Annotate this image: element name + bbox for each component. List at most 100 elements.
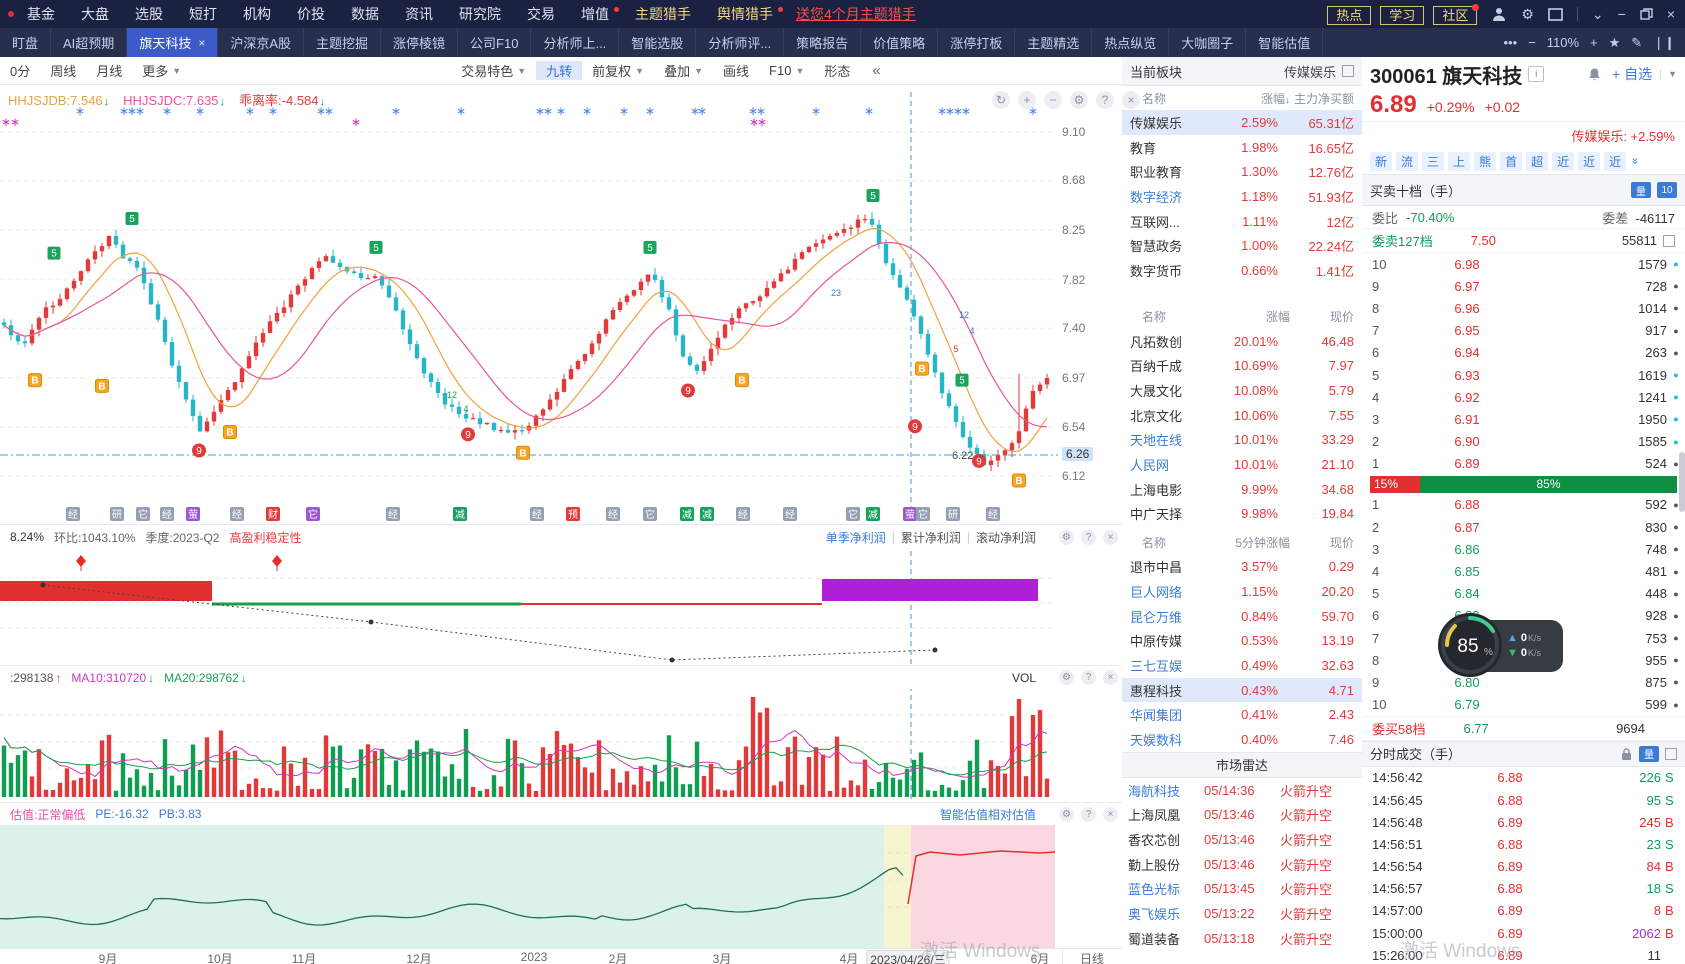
menu-item-价投[interactable]: 价投	[297, 6, 325, 22]
sector-row[interactable]: 惠程科技 0.43% 4.71	[1122, 677, 1362, 703]
tab-主题挖掘[interactable]: 主题挖掘	[304, 28, 382, 57]
refresh-icon[interactable]: ↻	[992, 91, 1010, 109]
gear-icon[interactable]: ⚙	[1059, 806, 1074, 822]
menu-item-增值[interactable]: 增值	[568, 6, 622, 22]
toolbar-F10[interactable]: F10 ▼	[769, 63, 805, 78]
tab-价值策略[interactable]: 价值策略	[861, 28, 939, 57]
sector-row[interactable]: 大晟文化 10.08% 5.79	[1122, 378, 1362, 403]
layout-icon[interactable]: ❘❙	[1653, 34, 1675, 50]
menu-item-大盘[interactable]: 大盘	[81, 6, 109, 22]
expand-icon[interactable]	[1665, 747, 1677, 760]
volume-toggle-icon[interactable]: 量	[1631, 182, 1651, 198]
menu-box-社区[interactable]: 社区	[1433, 3, 1480, 25]
col-pct[interactable]: 涨幅↓	[1260, 91, 1290, 106]
restore-button[interactable]	[1640, 8, 1653, 20]
tab-涨停棱镜[interactable]: 涨停棱镜	[381, 28, 459, 57]
toolbar-形态[interactable]: 形态	[824, 64, 851, 79]
menu-item-基金[interactable]: 基金	[27, 6, 55, 22]
sector-row[interactable]: 华闻集团 0.41% 2.43	[1122, 702, 1362, 727]
sector-row[interactable]: 数字货币 0.66% 1.41亿	[1122, 258, 1362, 283]
stock-tag[interactable]: 超	[1526, 151, 1549, 171]
sector-row[interactable]: 天地在线 10.01% 33.29	[1122, 428, 1362, 453]
menu-item-舆情猎手[interactable]: 舆情猎手	[704, 6, 786, 22]
stock-tag[interactable]: 近	[1604, 151, 1627, 171]
radar-row[interactable]: 香农芯创 05/13:46 火箭升空	[1122, 827, 1362, 852]
ask-row[interactable]: 2 6.90 1585 ●	[1362, 431, 1685, 453]
menu-box-学习[interactable]: 学习	[1380, 5, 1425, 25]
menu-item-交易[interactable]: 交易	[527, 6, 555, 22]
tab-热点纵览[interactable]: 热点纵览	[1092, 28, 1170, 57]
chevron-down-icon[interactable]: ⌄	[1591, 5, 1604, 22]
sector-row[interactable]: 上海电影 9.99% 34.68	[1122, 477, 1362, 502]
info-icon[interactable]: i	[1528, 66, 1545, 82]
favorite-icon[interactable]: ★	[1608, 34, 1621, 50]
edit-icon[interactable]: ✎	[1631, 34, 1643, 50]
more-tags-icon[interactable]: »	[1628, 157, 1643, 165]
tab-AI超预期[interactable]: AI超预期	[51, 28, 128, 57]
tab-智能选股[interactable]: 智能选股	[619, 28, 697, 57]
ask-row[interactable]: 10 6.98 1579 ●	[1362, 253, 1685, 275]
col-pct[interactable]: 涨幅	[1265, 310, 1290, 325]
expand-icon[interactable]	[1342, 65, 1354, 77]
bid-row[interactable]: 3 6.86 748 ●	[1362, 538, 1685, 560]
sector-row[interactable]: 智慧政务 1.00% 22.24亿	[1122, 233, 1362, 258]
menu-box-热点[interactable]: 热点	[1327, 5, 1372, 25]
sector-row[interactable]: 数字经济 1.18% 51.93亿	[1122, 184, 1362, 209]
settings-gear-icon[interactable]: ⚙	[1521, 5, 1534, 22]
collapse-icon[interactable]: «	[872, 62, 881, 79]
sector-row[interactable]: 北京文化 10.06% 7.55	[1122, 403, 1362, 428]
help-icon[interactable]: ?	[1081, 670, 1096, 685]
scrollbar-thumb[interactable]	[1679, 452, 1685, 512]
app-window-icon[interactable]	[1548, 7, 1563, 21]
toolbar-0分[interactable]: 0分	[10, 64, 31, 79]
tab-旗天科技[interactable]: 旗天科技 ×	[127, 28, 219, 57]
ten-level-icon[interactable]: 10	[1657, 182, 1677, 198]
radar-row[interactable]: 海航科技 05/14:36 火箭升空	[1122, 778, 1362, 803]
gear-icon[interactable]: ⚙	[1059, 529, 1074, 545]
ask-row[interactable]: 7 6.95 917 ●	[1362, 320, 1685, 342]
toolbar-更多[interactable]: 更多 ▼	[142, 64, 182, 79]
radar-row[interactable]: 蜀道装备 05/13:18 火箭升空	[1122, 926, 1362, 951]
close-icon[interactable]: ×	[1103, 670, 1118, 685]
add-watchlist-button[interactable]: + 自选	[1612, 66, 1653, 82]
tab-累计净利润[interactable]: 累计净利润	[900, 530, 961, 545]
tab-策略报告[interactable]: 策略报告	[784, 28, 862, 57]
more-tabs-icon[interactable]: •••	[1503, 35, 1518, 50]
toolbar-九转[interactable]: 九转	[536, 61, 583, 80]
minimize-button[interactable]: −	[1617, 6, 1626, 22]
sector-row[interactable]: 中广天择 9.98% 19.84	[1122, 502, 1362, 527]
radar-row[interactable]: 上海凤凰 05/13:46 火箭升空	[1122, 803, 1362, 828]
tab-主题精选[interactable]: 主题精选	[1015, 28, 1093, 57]
sector-row[interactable]: 互联网... 1.11% 12亿	[1122, 209, 1362, 234]
sector-row[interactable]: 百纳千成 10.69% 7.97	[1122, 354, 1362, 379]
help-icon[interactable]: ?	[1081, 806, 1096, 822]
close-icon[interactable]: ×	[1103, 529, 1118, 545]
menu-item-资讯[interactable]: 资讯	[405, 6, 433, 22]
close-icon[interactable]: ×	[1103, 806, 1118, 822]
menu-item-主题猎手[interactable]: 主题猎手	[635, 6, 691, 22]
close-tab-icon[interactable]: ×	[198, 35, 206, 50]
tab-单季净利润[interactable]: 单季净利润	[825, 530, 886, 545]
sector-row[interactable]: 巨人网络 1.15% 20.20	[1122, 579, 1362, 604]
ask-row[interactable]: 4 6.92 1241 ●	[1362, 386, 1685, 408]
ask-row[interactable]: 6 6.94 263 ●	[1362, 342, 1685, 364]
stock-tag[interactable]: 流	[1396, 151, 1419, 171]
stock-tag[interactable]: 新	[1370, 151, 1393, 171]
volume-toggle-icon[interactable]: 量	[1639, 745, 1659, 762]
toolbar-画线[interactable]: 画线	[723, 64, 750, 79]
bid-row[interactable]: 9 6.80 875 ●	[1362, 671, 1685, 693]
stock-tag[interactable]: 上	[1448, 151, 1471, 171]
col-name[interactable]: 名称	[1142, 91, 1167, 106]
tab-盯盘[interactable]: 盯盘	[0, 28, 52, 57]
promo-link[interactable]: 送您4个月主题猎手	[796, 6, 916, 22]
col-name[interactable]: 名称	[1142, 310, 1167, 325]
gear-icon[interactable]: ⚙	[1070, 91, 1088, 109]
menu-item-机构[interactable]: 机构	[243, 6, 271, 22]
help-icon[interactable]: ?	[1096, 91, 1114, 109]
bid-row[interactable]: 10 6.79 599 ●	[1362, 694, 1685, 716]
tab-智能估值[interactable]: 智能估值	[1246, 28, 1324, 57]
zoom-out-icon[interactable]: −	[1044, 91, 1062, 109]
ask-row[interactable]: 9 6.97 728 ●	[1362, 275, 1685, 297]
sector-row[interactable]: 凡拓数创 20.01% 46.48	[1122, 329, 1362, 354]
menu-item-数据[interactable]: 数据	[351, 6, 379, 22]
